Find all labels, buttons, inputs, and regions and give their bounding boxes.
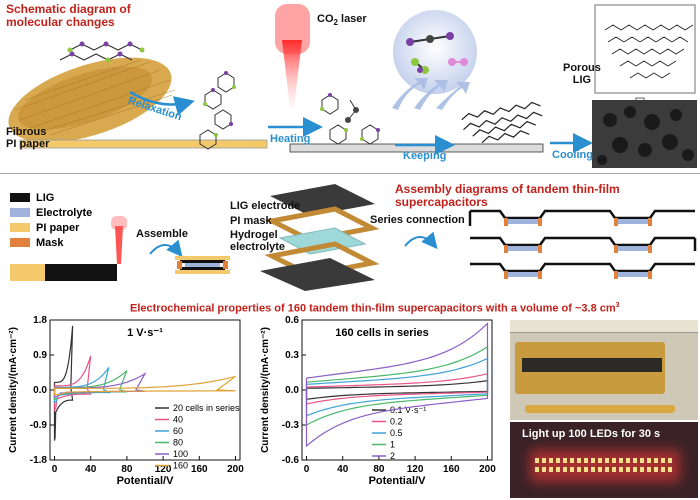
- legend: LIG Electrolyte PI paper Mask: [10, 190, 92, 250]
- x-tick-label: 120: [407, 464, 424, 475]
- legend-label: 2: [390, 451, 395, 461]
- x-tick-label: 0: [304, 464, 310, 475]
- porous-lig-zoom-box: [594, 4, 696, 94]
- x-tick-label: 120: [155, 464, 172, 475]
- x-axis-label: Potential/V: [117, 475, 175, 487]
- plot-frame: [301, 319, 493, 461]
- x-tick-label: 40: [85, 464, 97, 475]
- fibrous-pi-label: Fibrous PI paper: [6, 126, 50, 150]
- legend-label: 80: [173, 438, 183, 448]
- legend-label: 60: [173, 426, 183, 436]
- series-line: [53, 325, 74, 441]
- x-tick-label: 40: [337, 464, 349, 475]
- assemble-label: Assemble: [136, 228, 188, 240]
- stacked-device: [175, 256, 230, 274]
- y-tick-label: 0.3: [285, 350, 299, 361]
- series-line: [305, 322, 489, 448]
- cv-chart-scanrates: 0 40 80 120 160 200 -0.6 -0.3 0.0 0.3 0.6 Potential…: [260, 315, 496, 487]
- x-tick-label: 160: [191, 464, 208, 475]
- laser-label: CO2 laser: [317, 13, 367, 28]
- relaxed-molecules: [199, 72, 235, 150]
- x-tick-label: 0: [52, 464, 58, 475]
- legend-label: 0.1 V·s⁻¹: [390, 405, 426, 415]
- y-tick-label: -0.6: [282, 455, 300, 466]
- y-axis-label: Current density/(mA·cm⁻²): [260, 327, 271, 453]
- legend-item-mask: Mask: [10, 235, 92, 250]
- co2-laser-beam: [282, 40, 302, 108]
- porous-lig-block: [592, 100, 697, 168]
- series-line: [53, 355, 92, 412]
- legend-label: 0.2: [390, 417, 403, 427]
- y-tick-label: 0.0: [285, 385, 299, 396]
- cv-chart-cells: 0 40 80 120 160 200-1.8-0.90.00.91.8Potential…: [8, 315, 244, 487]
- schematic-title: Schematic diagram of molecular changes: [6, 2, 131, 29]
- pi-paper-strip: [19, 139, 268, 149]
- series-connection-schematic: [468, 209, 697, 273]
- led-photo-caption: Light up 100 LEDs for 30 s: [522, 428, 661, 440]
- top-schematic: [8, 4, 697, 168]
- y-tick-label: 1.8: [33, 315, 47, 326]
- lig-electrode-label: LIG electrode: [230, 200, 301, 212]
- section-divider: [0, 173, 700, 174]
- x-tick-label: 80: [373, 464, 385, 475]
- keeping-label: Keeping: [403, 150, 447, 162]
- legend-label: 40: [173, 415, 183, 425]
- legend-item-lig: LIG: [10, 190, 92, 205]
- pi-mask-label: PI mask: [230, 215, 272, 227]
- gas-molecules: [406, 32, 468, 74]
- heating-label: Heating: [270, 133, 311, 145]
- porous-lig-label: Porous LIG: [563, 62, 601, 86]
- plot-frame: [49, 319, 241, 461]
- gas-release-bubble: [393, 10, 477, 94]
- legend-item-electrolyte: Electrolyte: [10, 205, 92, 220]
- legend-label: 160: [173, 461, 188, 471]
- exploded-layer-view: [260, 184, 380, 291]
- hydrogel-label: Hydrogel electrolyte: [230, 229, 286, 253]
- assembly-schematic: [10, 184, 697, 291]
- x-tick-label: 80: [121, 464, 133, 475]
- legend-label: 0.5: [390, 428, 403, 438]
- device-photo: [510, 320, 698, 420]
- x-axis-label: Potential/V: [369, 475, 427, 487]
- x-tick-label: 200: [479, 464, 496, 475]
- y-tick-label: -0.9: [30, 420, 48, 431]
- graphene-sheet: [461, 101, 543, 144]
- electrochem-title: Electrochemical properties of 160 tandem…: [130, 302, 620, 315]
- series-connection-label: Series connection: [370, 214, 465, 226]
- chart-title: 1 V·s⁻¹: [127, 327, 163, 339]
- y-axis-label: Current density/(mA·cm⁻²): [8, 327, 19, 453]
- chart-title: 160 cells in series: [335, 327, 429, 339]
- cooling-label: Cooling: [552, 149, 593, 161]
- series-line: [53, 375, 236, 396]
- y-tick-label: -0.3: [282, 420, 300, 431]
- y-tick-label: 0.9: [33, 350, 47, 361]
- y-tick-label: 0.0: [33, 385, 47, 396]
- legend-label: 20 cells in series: [173, 403, 240, 413]
- x-tick-label: 200: [227, 464, 244, 475]
- legend-label: 100: [173, 449, 188, 459]
- y-tick-label: -1.8: [30, 455, 48, 466]
- legend-label: 1: [390, 440, 395, 450]
- assembly-title: Assembly diagrams of tandem thin-film su…: [395, 182, 620, 209]
- series-cells: [504, 218, 652, 279]
- x-tick-label: 160: [443, 464, 460, 475]
- led-photo: [510, 422, 698, 498]
- legend-item-pi-paper: PI paper: [10, 220, 92, 235]
- y-tick-label: 0.6: [285, 315, 299, 326]
